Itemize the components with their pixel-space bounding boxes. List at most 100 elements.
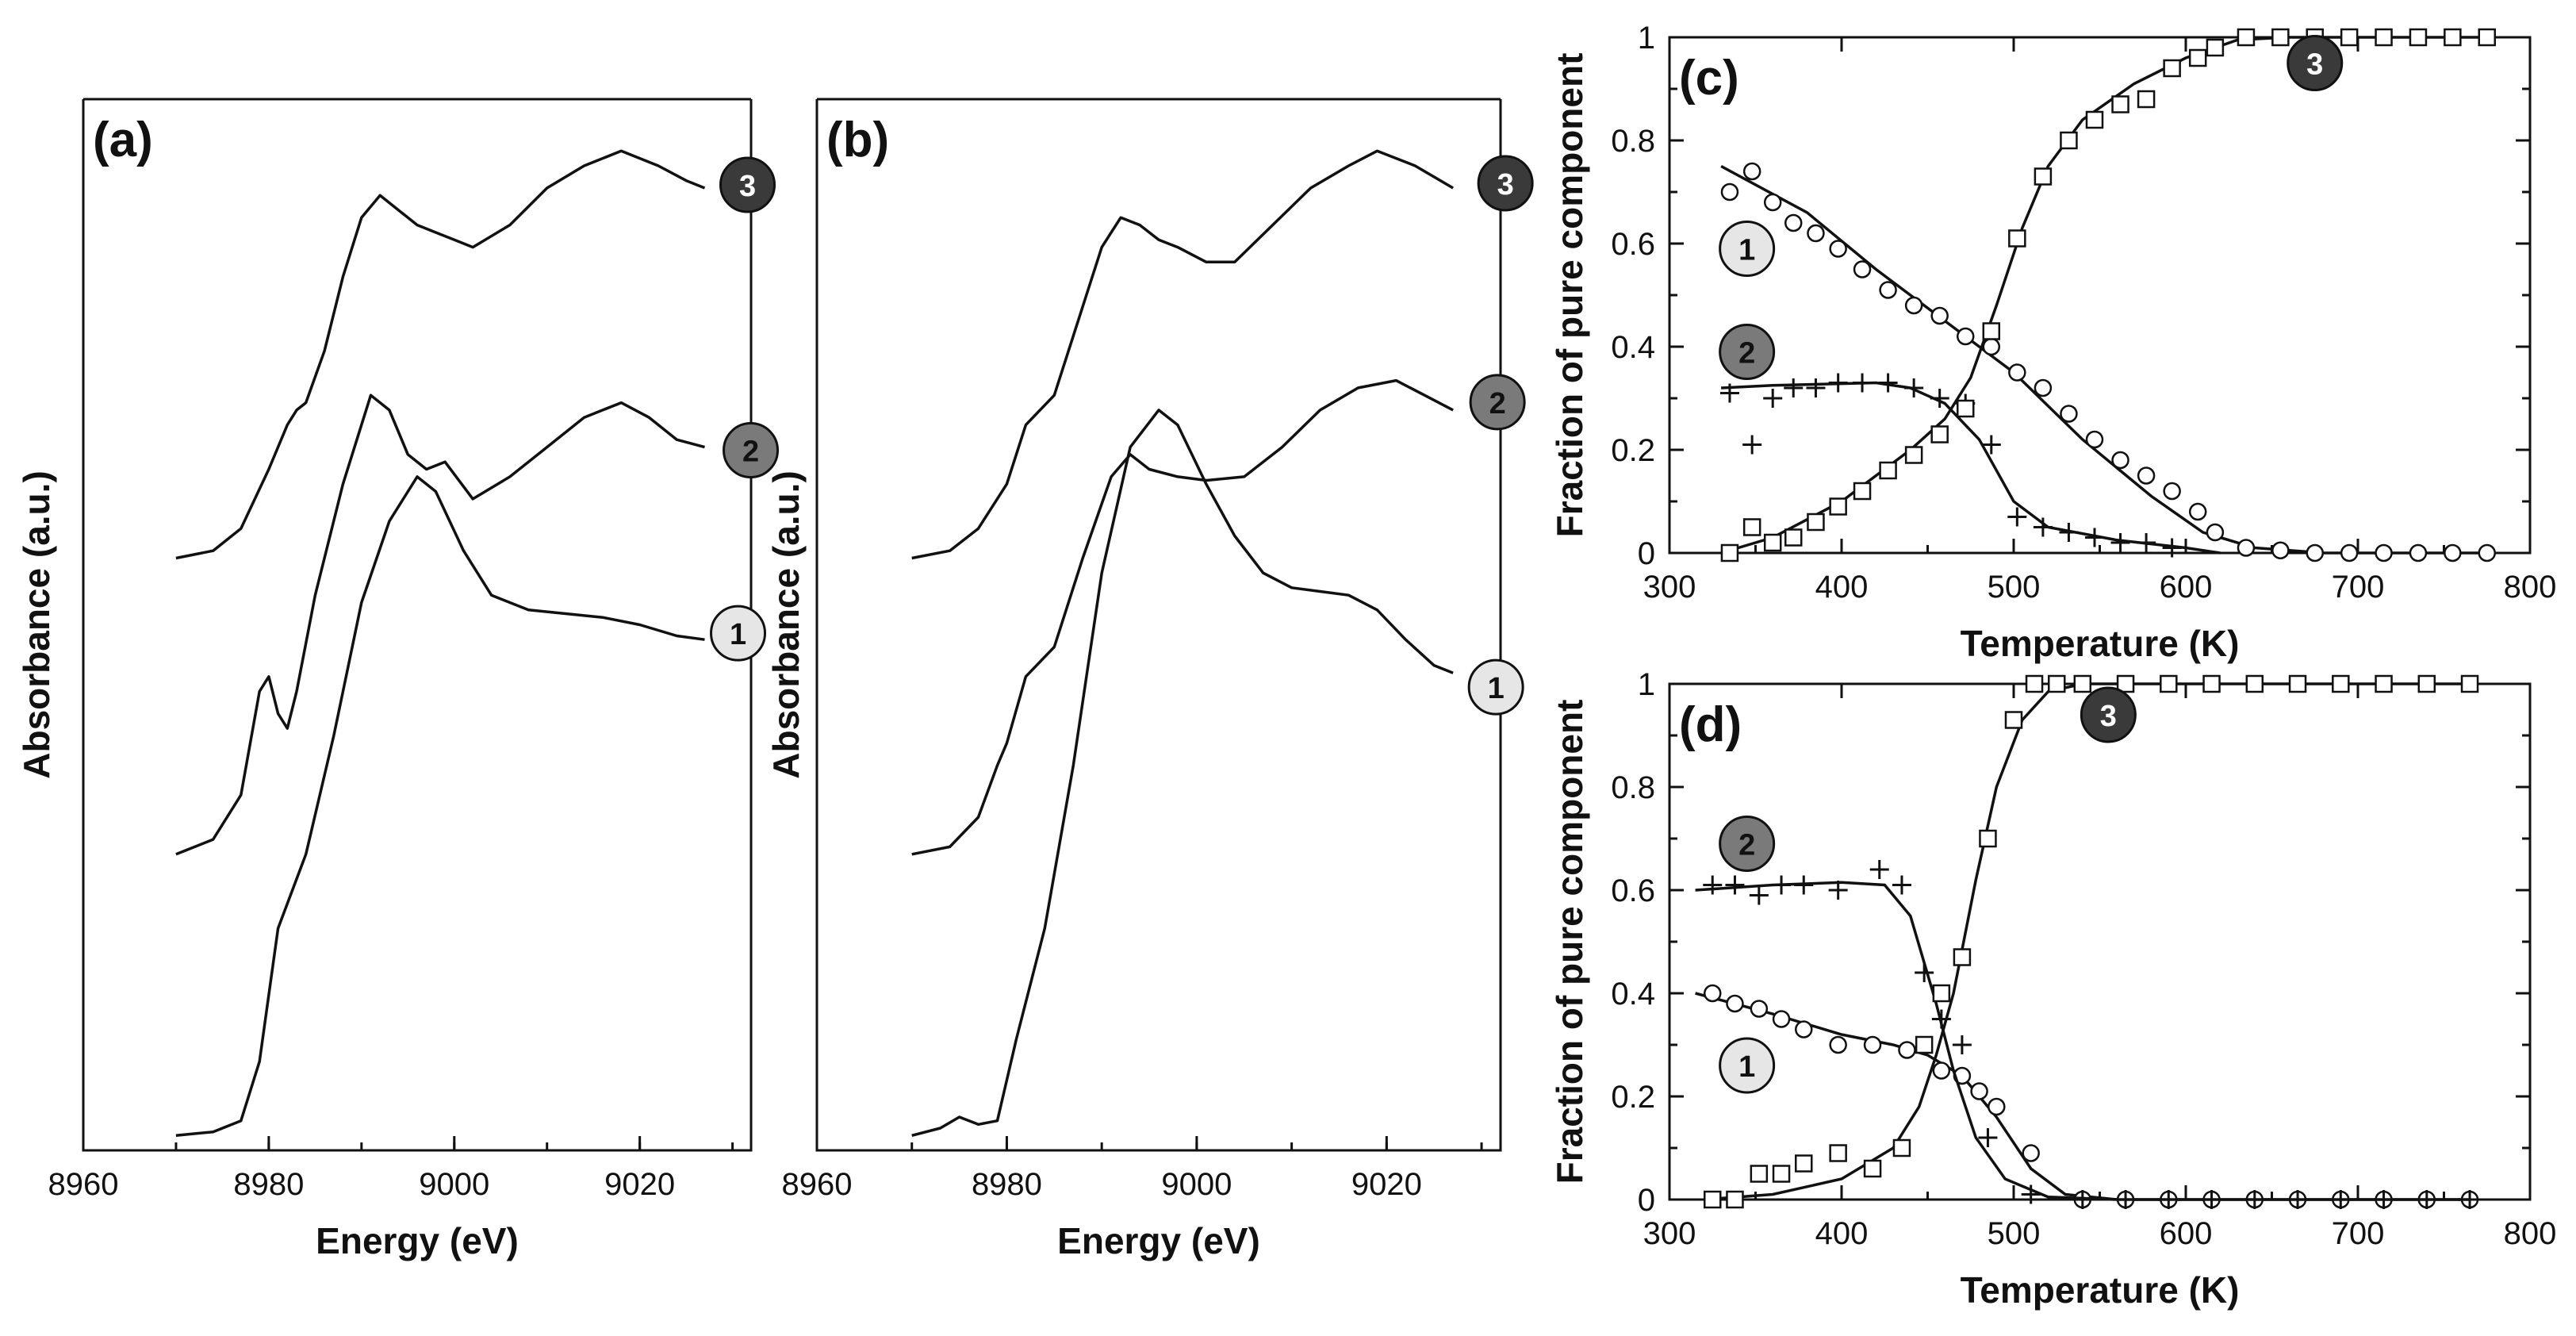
fit-curve-3 xyxy=(1704,682,2471,1201)
data-point-plus xyxy=(1904,378,1924,397)
data-point-square xyxy=(2048,674,2066,693)
badge-circle xyxy=(719,156,776,213)
panel-label: (b) xyxy=(826,113,889,167)
fit-curve-1 xyxy=(1720,164,2487,555)
data-point-circle xyxy=(2022,1144,2040,1162)
data-point-square xyxy=(2375,674,2393,693)
data-point-plus xyxy=(1749,885,1769,905)
x-tick-label: 500 xyxy=(1988,1216,2041,1251)
data-point-square xyxy=(2116,674,2135,693)
data-point-plus xyxy=(1784,378,1804,397)
data-point-square xyxy=(1915,1035,1934,1054)
x-tick-label: 8980 xyxy=(233,1167,304,1202)
data-point-plus xyxy=(1703,875,1723,895)
data-point-plus xyxy=(2084,528,2104,547)
data-point-plus xyxy=(1878,373,1898,393)
data-point-circle xyxy=(1750,1000,1769,1018)
badge-circle xyxy=(1719,221,1776,277)
data-point-circle xyxy=(2271,541,2290,559)
series-3: 3 xyxy=(175,149,776,560)
series-2-badge: 2 xyxy=(1719,816,1776,872)
y-tick-label: 0.8 xyxy=(1611,770,1655,805)
data-point-plus xyxy=(2288,1190,2308,1209)
data-point-square xyxy=(2137,90,2156,109)
data-point-plus xyxy=(1763,389,1783,408)
badge-label: 2 xyxy=(1738,829,1755,862)
data-point-circle xyxy=(1784,213,1803,232)
data-point-square xyxy=(1879,461,1897,480)
spectrum-curve-1 xyxy=(911,409,1454,1137)
data-point-square xyxy=(2340,28,2359,47)
x-tick-label: 9020 xyxy=(604,1167,675,1202)
panel-d: 300 400 500 600 700 800 0 0.2 0.4 0.6 0.8 1 Temperat… xyxy=(1549,667,2556,1311)
data-point-square xyxy=(2237,28,2256,47)
x-axis-title: Energy (eV) xyxy=(1057,1220,1260,1261)
data-point-circle xyxy=(1829,1035,1847,1054)
data-point-plus xyxy=(2331,1190,2351,1209)
data-point-plus xyxy=(1742,435,1762,455)
series-1: 1 xyxy=(175,475,767,1138)
data-point-plus xyxy=(2110,533,2130,552)
x-tick-label: 300 xyxy=(1643,1216,1696,1251)
data-point-circle xyxy=(1795,1020,1813,1038)
y-tick-label: 0.6 xyxy=(1611,227,1655,262)
data-point-square xyxy=(1982,322,2001,340)
y-tick-label: 0 xyxy=(1638,1183,1655,1218)
data-point-circle xyxy=(2137,466,2156,485)
data-point-square xyxy=(1979,829,1997,848)
plot-frame xyxy=(815,99,1502,1152)
x-tick-label: 9020 xyxy=(1351,1167,1422,1202)
series-3-badge: 3 xyxy=(719,156,776,213)
data-point-plus xyxy=(1952,1035,1972,1054)
data-point-square xyxy=(1795,1154,1813,1173)
data-point-square xyxy=(2409,28,2428,47)
x-tick-label: 600 xyxy=(2160,570,2213,605)
data-point-circle xyxy=(1988,1097,2006,1116)
data-point-square xyxy=(2202,674,2221,693)
badge-circle xyxy=(710,605,767,662)
data-point-circle xyxy=(1720,182,1739,202)
y-axis-title: Fraction of pure component xyxy=(1549,53,1590,538)
x-tick-label: 700 xyxy=(2332,1216,2385,1251)
series-2: 2 xyxy=(1719,324,2221,558)
badge-circle xyxy=(723,422,780,479)
data-point-square xyxy=(2478,28,2496,47)
data-point-square xyxy=(2271,28,2290,47)
data-point-square xyxy=(2060,131,2078,150)
data-point-square xyxy=(1892,1138,1911,1157)
data-point-square xyxy=(2163,59,2181,78)
badge-circle xyxy=(1719,1037,1776,1094)
plot-frame xyxy=(82,99,753,1152)
data-point-square xyxy=(2160,674,2178,693)
panel-c: 300 400 500 600 700 800 0 0.2 0.4 0.6 0.8 1 Temperat… xyxy=(1549,21,2556,664)
data-point-circle xyxy=(1930,306,1949,325)
data-point-circle xyxy=(1982,337,2001,356)
y-tick-label: 0.8 xyxy=(1611,124,1655,159)
data-point-square xyxy=(1807,513,1825,532)
data-point-circle xyxy=(2188,502,2207,521)
series-2: 2 xyxy=(175,394,780,856)
x-tick-label: 500 xyxy=(1988,570,2041,605)
plot-frame xyxy=(1668,682,2532,1201)
data-point-circle xyxy=(2060,405,2078,423)
data-point-plus xyxy=(2033,517,2053,537)
data-point-square xyxy=(1829,497,1847,516)
data-point-plus xyxy=(2059,523,2079,542)
x-tick-label: 9000 xyxy=(419,1167,489,1202)
series-1-badge: 1 xyxy=(1719,1037,1776,1094)
data-point-plus xyxy=(1931,1009,1951,1029)
data-point-circle xyxy=(1970,1082,1988,1100)
data-point-square xyxy=(1930,425,1949,443)
data-point-square xyxy=(2004,711,2023,729)
data-point-square xyxy=(1763,533,1782,552)
data-point-square xyxy=(2188,48,2207,67)
series-1-badge: 1 xyxy=(1719,221,1776,277)
data-point-circle xyxy=(1879,281,1897,299)
data-point-circle xyxy=(1807,224,1825,243)
data-point-circle xyxy=(1763,193,1782,212)
data-point-square xyxy=(1704,1190,1722,1209)
badge-label: 1 xyxy=(730,618,746,651)
data-point-square xyxy=(2034,167,2053,186)
data-point-square xyxy=(1829,1144,1847,1162)
data-point-plus xyxy=(2116,1190,2136,1209)
